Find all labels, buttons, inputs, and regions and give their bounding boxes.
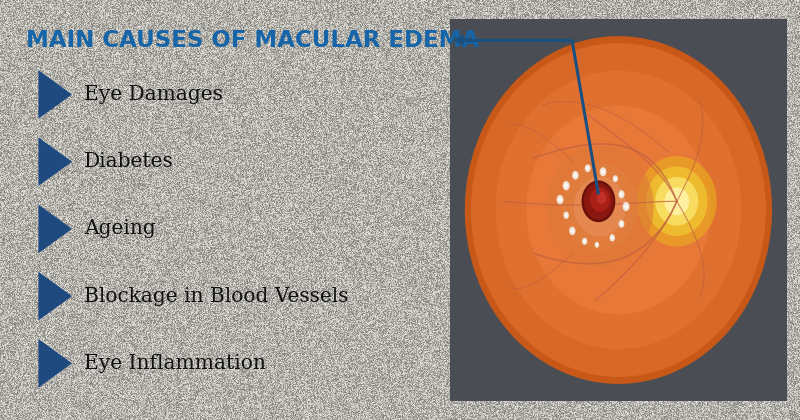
Ellipse shape xyxy=(574,173,577,177)
Ellipse shape xyxy=(665,187,689,215)
Ellipse shape xyxy=(620,192,623,197)
Ellipse shape xyxy=(611,236,614,240)
Ellipse shape xyxy=(584,183,613,220)
Polygon shape xyxy=(38,339,72,388)
Ellipse shape xyxy=(655,177,698,226)
Ellipse shape xyxy=(558,197,562,202)
Ellipse shape xyxy=(583,239,586,243)
Ellipse shape xyxy=(618,190,625,199)
Ellipse shape xyxy=(495,71,742,349)
Text: Eye Damages: Eye Damages xyxy=(84,85,223,104)
Ellipse shape xyxy=(562,181,570,190)
Ellipse shape xyxy=(582,238,587,245)
Ellipse shape xyxy=(624,204,628,209)
FancyBboxPatch shape xyxy=(450,19,787,401)
Polygon shape xyxy=(38,205,72,253)
Ellipse shape xyxy=(637,156,717,247)
Ellipse shape xyxy=(597,192,606,204)
Text: Diabetes: Diabetes xyxy=(84,152,174,171)
Ellipse shape xyxy=(602,170,605,174)
Ellipse shape xyxy=(471,43,766,377)
Text: Blockage in Blood Vessels: Blockage in Blood Vessels xyxy=(84,286,349,306)
Ellipse shape xyxy=(590,187,610,212)
Ellipse shape xyxy=(618,220,625,228)
Text: MAIN CAUSES OF MACULAR EDEMA: MAIN CAUSES OF MACULAR EDEMA xyxy=(26,29,479,52)
Ellipse shape xyxy=(610,234,615,242)
Ellipse shape xyxy=(622,202,630,211)
Ellipse shape xyxy=(562,163,638,250)
Ellipse shape xyxy=(586,166,589,170)
Ellipse shape xyxy=(582,181,615,222)
Ellipse shape xyxy=(585,164,590,172)
Ellipse shape xyxy=(565,213,567,217)
Ellipse shape xyxy=(594,242,599,248)
Ellipse shape xyxy=(574,177,626,236)
Text: Ageing: Ageing xyxy=(84,219,156,239)
Ellipse shape xyxy=(600,167,606,176)
Ellipse shape xyxy=(465,36,772,384)
Polygon shape xyxy=(38,272,72,320)
Ellipse shape xyxy=(565,183,568,188)
Ellipse shape xyxy=(620,222,623,226)
Ellipse shape xyxy=(570,229,574,233)
Ellipse shape xyxy=(646,166,707,236)
Ellipse shape xyxy=(596,243,598,246)
Ellipse shape xyxy=(546,146,654,268)
Ellipse shape xyxy=(614,177,617,181)
Text: Eye Inflammation: Eye Inflammation xyxy=(84,354,266,373)
Ellipse shape xyxy=(563,212,569,219)
Ellipse shape xyxy=(557,195,563,204)
Polygon shape xyxy=(38,137,72,186)
Ellipse shape xyxy=(613,175,618,182)
Ellipse shape xyxy=(526,106,710,314)
Ellipse shape xyxy=(572,171,578,180)
Ellipse shape xyxy=(569,227,575,235)
Polygon shape xyxy=(38,70,72,119)
